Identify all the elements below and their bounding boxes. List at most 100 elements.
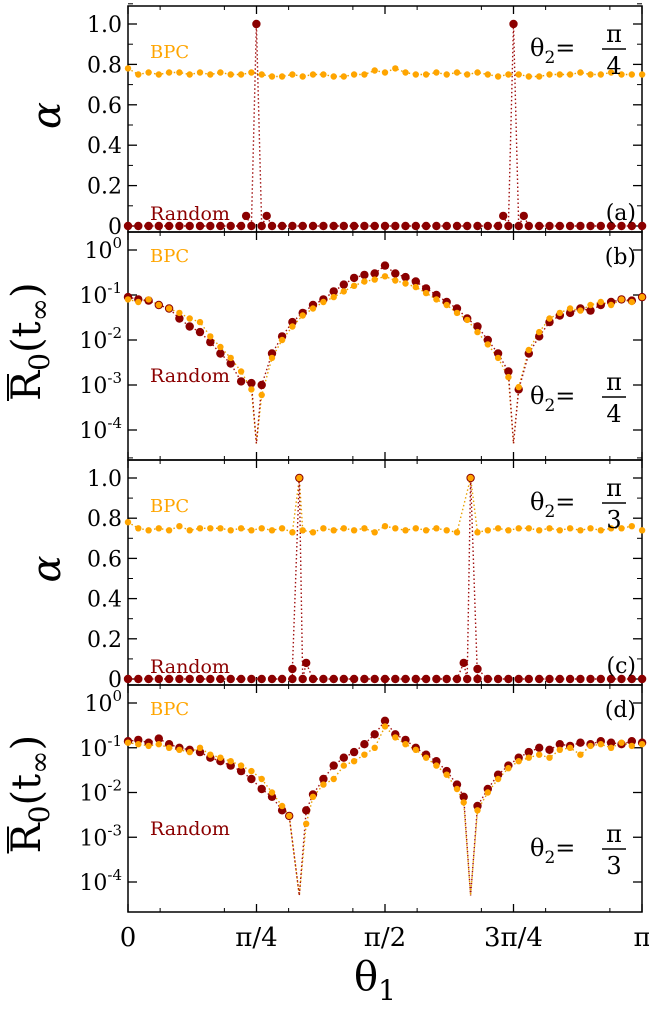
random-point — [606, 221, 616, 231]
random-point — [380, 261, 390, 270]
random-point — [421, 221, 431, 231]
bpc-point — [135, 525, 142, 532]
random-point — [401, 272, 410, 282]
bpc-point — [227, 71, 234, 78]
bpc-point — [278, 802, 286, 810]
bpc-point — [453, 69, 461, 76]
theta2-symbol: θ — [530, 34, 544, 62]
bpc-point — [392, 65, 399, 72]
bpc-point — [268, 354, 276, 362]
random-point — [617, 221, 626, 231]
random-point — [236, 674, 246, 684]
panel-label: (c) — [607, 654, 637, 679]
random-point — [586, 221, 595, 231]
random-point — [216, 221, 225, 231]
random-point — [596, 221, 605, 231]
bpc-point — [186, 527, 193, 534]
y-tick-exp: -4 — [107, 414, 122, 432]
random-point — [524, 747, 533, 757]
y-tick-exp: -2 — [107, 324, 122, 342]
bpc-point — [638, 741, 646, 748]
random-point — [349, 273, 359, 283]
bpc-point — [145, 296, 152, 303]
random-point — [195, 221, 205, 231]
theta2-eq: = — [555, 488, 575, 516]
bpc-point — [505, 765, 512, 772]
x-tick-label: π — [633, 923, 649, 953]
y-tick-label: 10-1 — [79, 732, 122, 762]
bpc-point — [494, 525, 502, 532]
bpc-point — [237, 71, 245, 78]
theta2-symbol: θ — [530, 834, 544, 862]
random-point — [302, 806, 311, 815]
random-point — [329, 761, 338, 770]
y-axis-label-sub: 0 — [23, 353, 56, 371]
y-tick-base: 10 — [79, 419, 107, 444]
random-point — [401, 674, 410, 684]
bpc-point — [566, 71, 574, 78]
random-point — [288, 664, 297, 674]
random-point — [535, 743, 544, 752]
bpc-point — [309, 71, 317, 78]
theta2-annotation: θ2= — [530, 34, 575, 68]
x-axis-label-sub: 1 — [378, 974, 396, 1007]
bpc-point — [340, 73, 347, 80]
bpc-point — [607, 69, 615, 76]
panel-label: (d) — [605, 698, 636, 723]
x-tick-label: 0 — [120, 923, 137, 953]
bpc-point — [505, 71, 512, 78]
y-tick-exp: 0 — [112, 234, 122, 252]
y-tick-exp: -4 — [107, 866, 122, 884]
y-tick-exp: -3 — [107, 821, 122, 839]
bpc-point — [494, 775, 502, 783]
random-point — [123, 674, 133, 684]
bpc-point — [176, 746, 183, 753]
y-tick-base: 10 — [79, 284, 107, 309]
random-point — [144, 674, 153, 684]
bpc-point — [248, 386, 255, 393]
random-point — [339, 674, 348, 684]
random-label: Random — [150, 818, 230, 840]
bpc-point — [628, 71, 635, 78]
random-point — [164, 674, 174, 684]
theta2-eq: = — [555, 34, 575, 62]
x-tick-label: π/2 — [364, 923, 406, 953]
y-tick-label: 0 — [108, 215, 122, 240]
bpc-point — [124, 519, 132, 526]
random-point — [216, 349, 225, 358]
random-point — [360, 270, 369, 280]
theta2-sub: 2 — [544, 48, 555, 68]
bpc-point — [597, 71, 604, 78]
bpc-point — [453, 309, 461, 317]
random-point — [421, 284, 431, 293]
bpc-point — [556, 527, 563, 534]
y-axis-label-sub: 0 — [23, 806, 56, 824]
bpc-point — [628, 298, 635, 306]
bpc-point — [248, 767, 255, 775]
bpc-point — [237, 525, 245, 532]
random-point — [370, 730, 379, 739]
y-tick-label: 10-1 — [79, 279, 122, 309]
panel-c: 0 0.2 0.4 0.6 0.8 1.0 α BPC Random (c) θ2= π 3 — [24, 457, 647, 693]
random-point — [262, 211, 271, 221]
y-tick-label: 0.2 — [87, 175, 122, 200]
bpc-point — [350, 758, 358, 765]
bpc-point — [577, 69, 584, 76]
y-tick-label: 10-4 — [79, 866, 122, 896]
bpc-label: BPC — [150, 496, 189, 517]
bpc-point — [196, 318, 204, 326]
random-point — [236, 221, 246, 231]
bpc-point — [474, 807, 481, 814]
bpc-point — [289, 529, 296, 536]
y-tick-label: 0.6 — [87, 547, 122, 572]
random-point — [144, 221, 153, 231]
random-point — [524, 674, 533, 684]
bpc-point — [525, 73, 532, 80]
theta2-eq: = — [555, 382, 575, 410]
random-point — [288, 221, 297, 231]
random-point — [134, 221, 143, 231]
random-point — [277, 674, 287, 684]
theta2-sub: 2 — [544, 848, 555, 868]
panel-d: 10-410-310-210-1100R0(t∞)BPCRandom(d)θ2=… — [4, 684, 647, 913]
